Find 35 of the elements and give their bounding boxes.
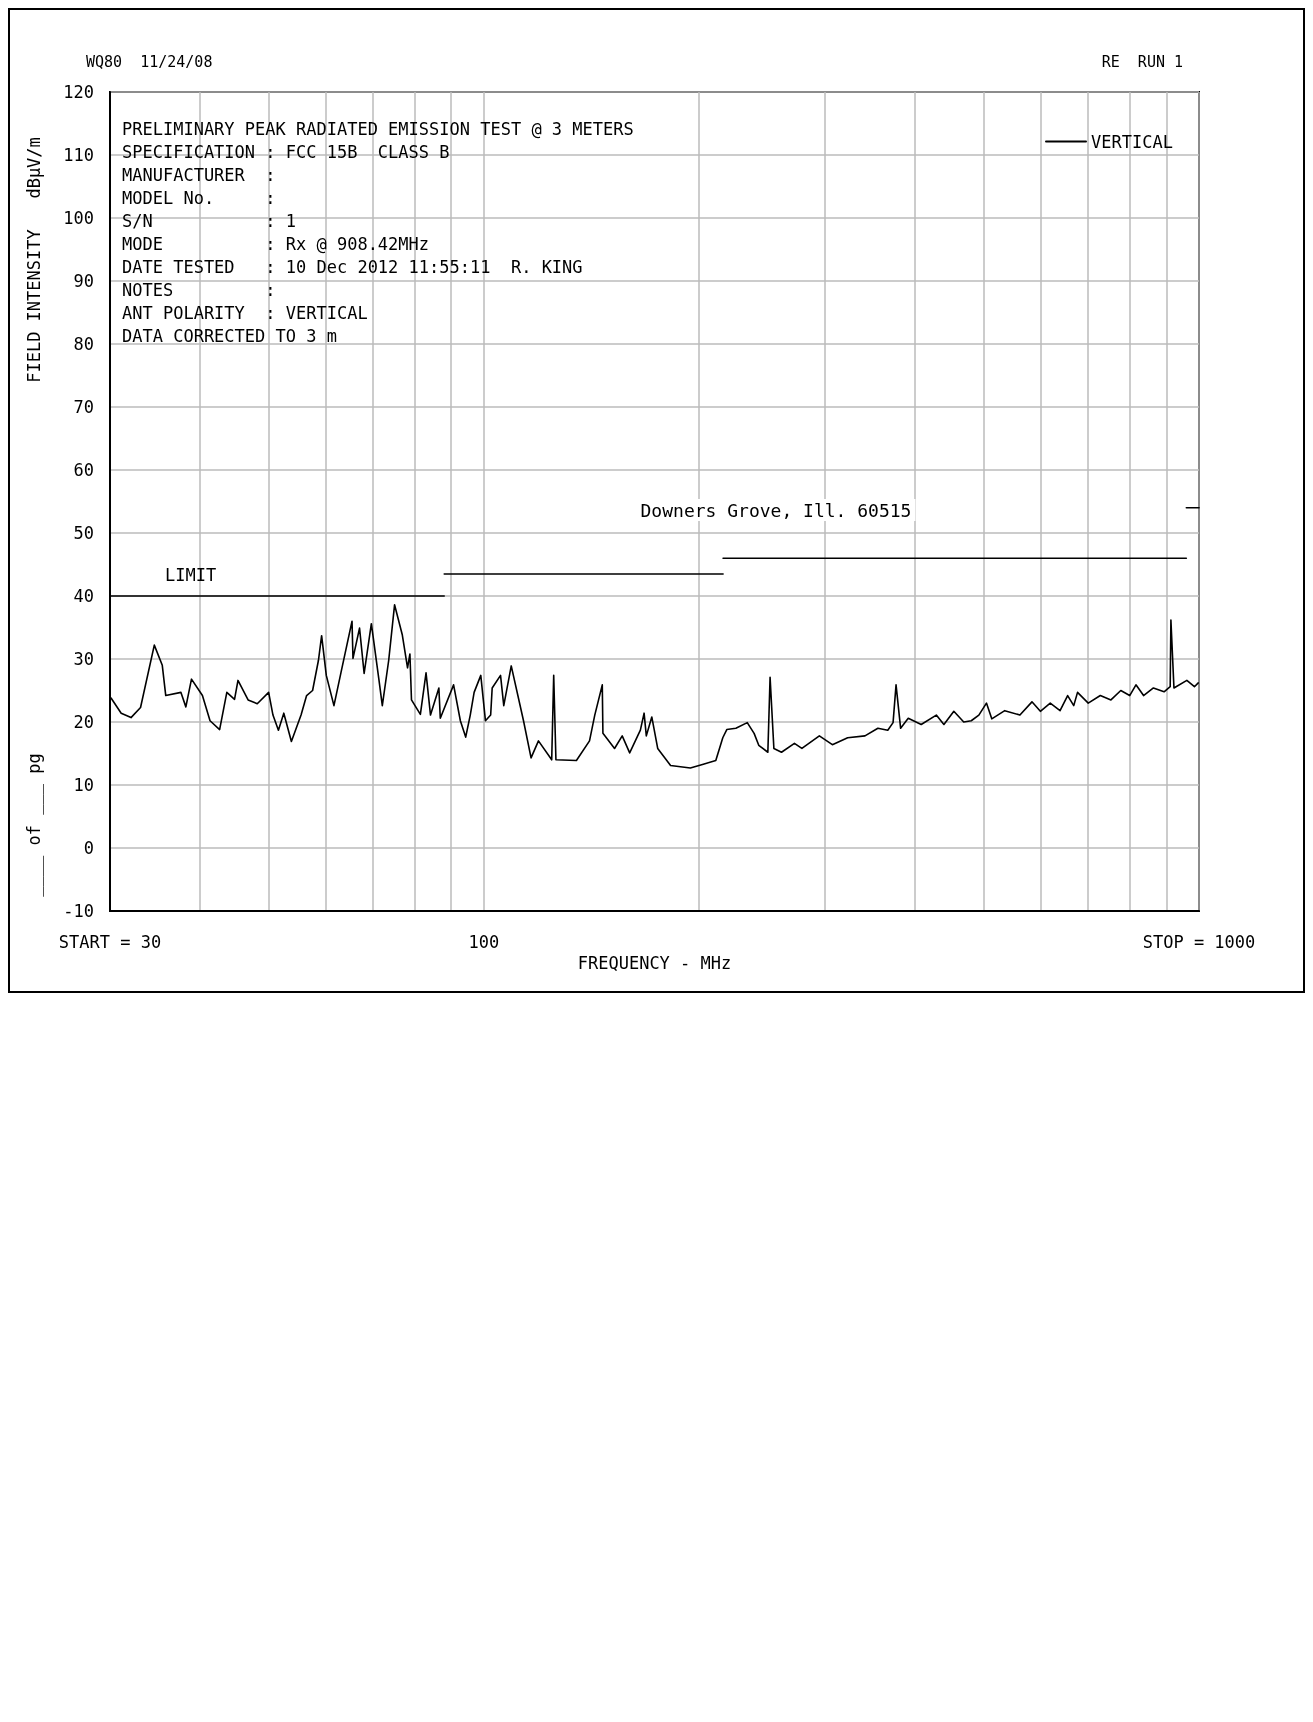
y-tick-label: -10 xyxy=(63,901,94,921)
annotation: MANUFACTURER : xyxy=(122,164,276,185)
y-tick-label: 0 xyxy=(83,838,94,858)
y-tick-label: 50 xyxy=(73,523,94,543)
y-tick-label: 120 xyxy=(63,82,94,102)
annotation: ANT POLARITY : VERTICAL xyxy=(122,302,368,323)
annotation: MODE : Rx @ 908.42MHz xyxy=(122,233,430,254)
y-tick-label: 90 xyxy=(73,271,94,291)
text: ____ of ___ pg xyxy=(24,753,44,897)
y-tick-label: 70 xyxy=(73,397,94,417)
y-tick-label: 10 xyxy=(73,775,94,795)
y-tick-label: 30 xyxy=(73,649,94,669)
x-axis-title: FREQUENCY - MHz xyxy=(577,953,732,974)
y-tick-label: 80 xyxy=(73,334,94,354)
annotation: SPECIFICATION : FCC 15B CLASS B xyxy=(122,141,450,162)
annotation: PRELIMINARY PEAK RADIATED EMISSION TEST @ 3 METERS xyxy=(122,118,634,139)
annotation: DATA CORRECTED TO 3 m xyxy=(122,325,337,346)
y-tick-label: 40 xyxy=(73,586,94,606)
y-tick-label: 20 xyxy=(73,712,94,732)
text: Downers Grove, Ill. 60515 xyxy=(640,499,912,521)
y-tick-label: 60 xyxy=(73,460,94,480)
annotation: MODEL No. : xyxy=(122,187,276,208)
legend-label: VERTICAL xyxy=(1091,131,1173,152)
text: WQ80 11/24/08 xyxy=(86,52,213,71)
y-axis-title: FIELD INTENSITY dBµV/m xyxy=(24,137,44,383)
annotation: NOTES : xyxy=(122,279,276,300)
x-tick-label: STOP = 1000 xyxy=(1142,931,1256,952)
x-tick-label: 100 xyxy=(468,931,500,952)
annotation: DATE TESTED : 10 Dec 2012 11:55:11 R. KING xyxy=(122,256,583,277)
annotation: S/N : 1 xyxy=(122,210,296,231)
y-tick-label: 110 xyxy=(63,145,94,165)
y-tick-label: 100 xyxy=(63,208,94,228)
text: RE RUN 1 xyxy=(1101,52,1183,71)
series-label: LIMIT xyxy=(165,564,217,585)
x-tick-label: START = 30 xyxy=(58,931,162,952)
